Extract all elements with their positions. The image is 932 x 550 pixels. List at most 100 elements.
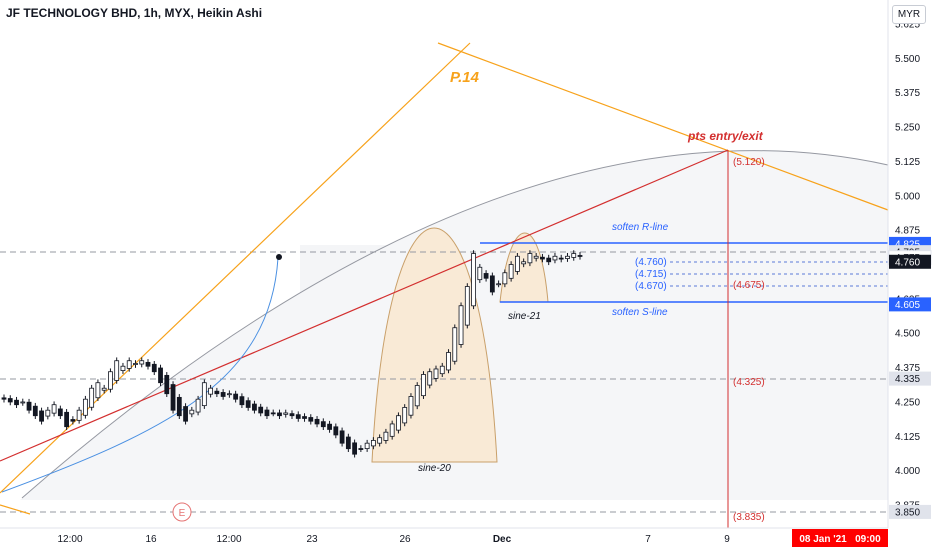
candle-body	[571, 253, 577, 258]
candle-body	[1, 397, 7, 400]
price-tick-5: 5.000	[895, 191, 920, 202]
price-tick-1: 5.500	[895, 54, 920, 65]
candle-body	[458, 305, 464, 345]
orange-base-line	[0, 504, 31, 515]
candle-body	[70, 419, 76, 422]
price-tick-9: 4.500	[895, 329, 920, 340]
candle-body	[283, 412, 289, 415]
blue-level-label-4760: (4.760)	[635, 257, 667, 268]
time-axis[interactable]: 12:00 16 12:00 23 26 Dec 7 9 08 Jan '21 …	[0, 527, 888, 547]
candle-body	[489, 275, 495, 293]
sine-20-label: sine-20	[418, 463, 451, 474]
price-tick-11: 4.250	[895, 397, 920, 408]
candle-body	[277, 412, 282, 417]
candle-body	[164, 374, 170, 395]
p14-label: P.14	[450, 69, 480, 86]
price-tag-bg-5	[889, 371, 931, 386]
candle-body	[7, 398, 13, 403]
candle-body	[446, 352, 451, 371]
time-tick-7: 7	[645, 534, 651, 545]
candle-body	[320, 421, 326, 428]
sine-21-label: sine-21	[508, 311, 541, 322]
earnings-marker-label: E	[179, 508, 186, 519]
grey-arc	[21, 150, 889, 499]
blue-level-label-4670: (4.670)	[635, 281, 667, 292]
candle-body	[64, 411, 70, 428]
blue-level-label-4715: (4.715)	[635, 269, 667, 280]
candle-body	[108, 371, 113, 390]
candle-body	[220, 392, 226, 397]
candle-body	[95, 382, 101, 399]
time-tick-23: 23	[306, 534, 318, 545]
candle-body	[89, 387, 95, 408]
candle-body	[295, 414, 301, 419]
candle-body	[139, 360, 145, 365]
chart-title: JF TECHNOLOGY BHD, 1h, MYX, Heikin Ashi	[6, 6, 263, 20]
candle-body	[314, 418, 320, 425]
candle-body	[540, 256, 545, 260]
cursor-time-label-bg	[792, 529, 888, 547]
price-tick-10: 4.375	[895, 363, 920, 374]
time-tick-dec: Dec	[493, 534, 512, 545]
candle-body	[45, 409, 51, 417]
candle-body	[546, 257, 552, 263]
candle-body	[514, 255, 520, 272]
currency-button[interactable]: MYR	[892, 5, 926, 24]
time-tick-26: 26	[399, 534, 411, 545]
candle-body	[133, 363, 138, 365]
candle-body	[533, 255, 539, 259]
candle-body	[57, 408, 63, 417]
red-trend-line[interactable]	[0, 149, 729, 462]
price-axis[interactable]: 5.6255.5005.3755.2505.1255.0004.8754.750…	[887, 0, 932, 528]
candle-body	[339, 430, 345, 444]
candle-body	[145, 361, 151, 367]
red-level-label-4325: (4.325)	[733, 377, 765, 388]
time-tick-16: 16	[145, 534, 157, 545]
candle-body	[352, 442, 358, 455]
price-tick-4: 5.125	[895, 157, 920, 168]
candle-body	[82, 398, 88, 416]
price-tag-4: 4.605	[895, 300, 920, 311]
arrow-head-dot	[276, 254, 282, 260]
price-tick-12: 4.125	[895, 432, 920, 443]
candle-body	[377, 437, 383, 444]
candle-body	[502, 272, 508, 285]
candle-body	[208, 387, 214, 395]
red-level-label-3835: (3.835)	[733, 512, 765, 523]
candle-body	[471, 253, 476, 307]
candle-body	[264, 409, 270, 417]
candle-body	[183, 406, 188, 422]
candle-body	[126, 360, 132, 369]
dashed-levels	[0, 251, 888, 513]
cursor-time-label: 08 Jan '21 09:00	[799, 534, 881, 545]
candle-body	[176, 396, 182, 417]
candle-body	[552, 255, 558, 261]
candle-body	[233, 393, 239, 400]
candle-body	[527, 253, 533, 264]
candle-body	[26, 401, 32, 411]
candle-body	[477, 266, 483, 281]
candle-body	[158, 367, 163, 384]
candle-body	[333, 426, 339, 436]
candle-body	[408, 396, 414, 416]
time-tick-1200b: 12:00	[216, 534, 241, 545]
candle-body	[289, 413, 295, 417]
price-tag-bg-3	[889, 254, 931, 269]
candle-body	[464, 286, 470, 326]
time-tick-1200a: 12:00	[57, 534, 82, 545]
orange-falling-line[interactable]	[437, 42, 889, 211]
candle-body	[51, 404, 57, 414]
price-tag-5: 4.335	[895, 374, 920, 385]
candle-body	[433, 368, 439, 379]
price-tick-0: 5.625	[895, 20, 920, 31]
price-tag-3: 4.760	[895, 257, 920, 268]
candle-body	[39, 410, 44, 422]
candle-body	[427, 371, 433, 386]
candles-group	[1, 250, 583, 458]
earnings-marker[interactable]: E	[172, 502, 192, 522]
candle-body	[151, 363, 157, 373]
candle-body	[270, 412, 276, 415]
candle-body	[421, 374, 426, 397]
candle-body	[245, 400, 251, 408]
